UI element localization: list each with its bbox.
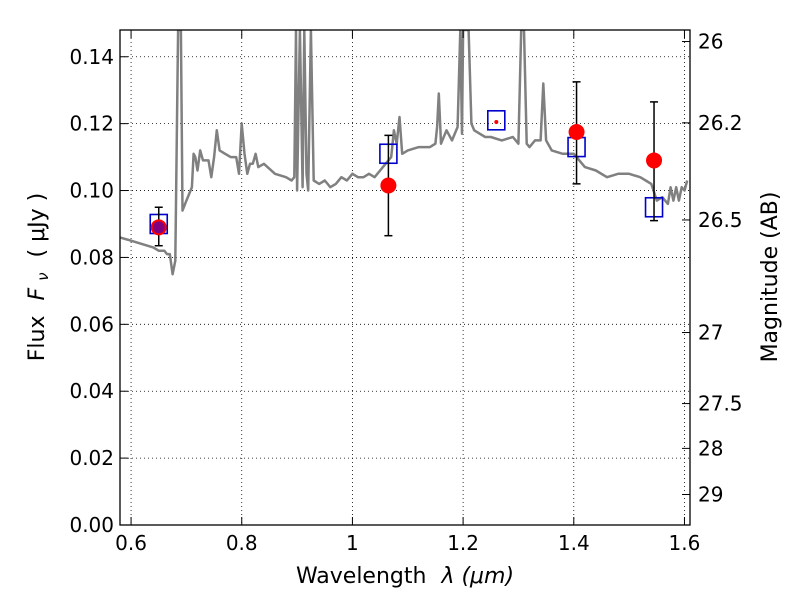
y-tick-label: 0.10 <box>69 179 114 203</box>
observed-photometry-point <box>568 124 585 141</box>
y2-tick-label: 26.5 <box>698 208 743 232</box>
y-axis-label-sub: ν <box>34 272 52 280</box>
x-tick-label: 1 <box>346 531 359 555</box>
y-tick-label: 0.00 <box>69 513 114 537</box>
y-tick-label: 0.02 <box>69 446 114 470</box>
x-tick-label: 1.4 <box>558 531 590 555</box>
grid <box>120 30 690 526</box>
y2-tick-label: 27 <box>698 321 723 345</box>
observed-photometry-point <box>646 152 663 169</box>
overlap-marker <box>152 221 165 234</box>
y-tick-label: 0.04 <box>69 379 114 403</box>
y-tick-label: 0.14 <box>69 45 114 69</box>
y2-axis-label: Magnitude (AB) <box>758 192 783 363</box>
model-photometry-square <box>487 110 506 131</box>
y-tick-label: 0.12 <box>69 112 114 136</box>
x-axis-label-text: Wavelength <box>296 564 427 589</box>
x-tick-label: 1.6 <box>669 531 701 555</box>
y-axis-label-text: Flux <box>25 315 50 361</box>
plot-frame <box>119 29 691 526</box>
observed-photometry-point <box>494 119 499 124</box>
y-axis-label-math: F <box>25 287 50 300</box>
y-tick-label: 0.06 <box>69 312 114 336</box>
y-axis-label: Flux F ν ( μJy ) <box>25 193 54 361</box>
x-tick-label: 0.8 <box>226 531 258 555</box>
y2-tick-label: 28 <box>698 436 723 460</box>
y2-tick-label: 26.2 <box>698 111 743 135</box>
y2-tick-label: 27.5 <box>698 392 743 416</box>
x-axis-label-math: λ (μm) <box>440 564 514 589</box>
x-axis-label: Wavelength λ (μm) <box>296 564 514 589</box>
y2-tick-label: 29 <box>698 482 723 506</box>
x-tick-label: 0.6 <box>115 531 147 555</box>
y-tick-label: 0.08 <box>69 245 114 269</box>
ticks-layer: 0.6 0.8 1 1.2 1.4 1.6 0.00 0.02 0.04 0.06 0.08 0.10… <box>69 30 742 555</box>
x-tick-label: 1.2 <box>447 531 479 555</box>
model-spectrum-line <box>120 30 689 276</box>
y-axis-label-units: ( μJy ) <box>25 193 50 258</box>
observed-photometry-point <box>380 177 397 194</box>
y2-tick-label: 26 <box>698 30 723 54</box>
series-layer <box>120 30 689 276</box>
